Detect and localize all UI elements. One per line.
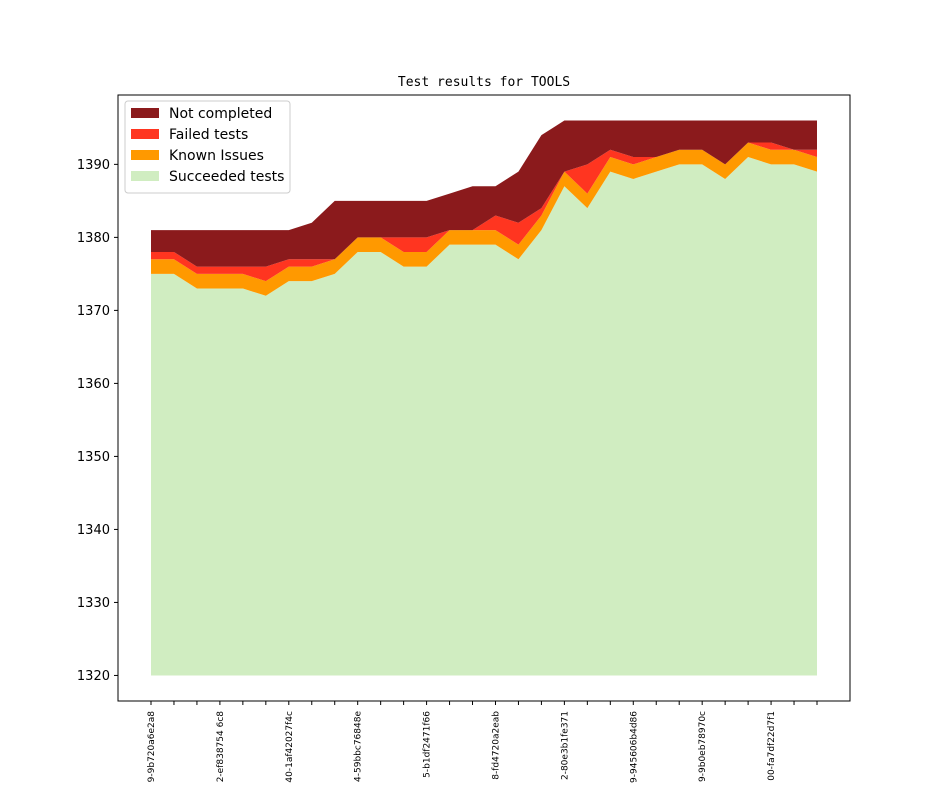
x-tick-label: 9-9b0eb78970c — [698, 711, 708, 782]
y-tick-label: 1380 — [77, 231, 110, 246]
legend-label-not-completed: Not completed — [169, 106, 272, 122]
area-not-completed — [151, 120, 817, 267]
y-tick-label: 1340 — [77, 523, 110, 538]
legend-label-failed-tests: Failed tests — [169, 127, 248, 143]
x-tick-label: 5-b1df2471f66 — [423, 711, 433, 778]
x-axis: 9-9b720a6e2a8 2-ef838754 6c8 40-1af42027f4… — [147, 701, 818, 783]
x-tick-label: 9-9b720a6e2a8 — [147, 711, 157, 783]
legend-box — [124, 100, 291, 194]
legend-swatch-failed-tests — [131, 129, 159, 139]
x-tick-label: 40-1af42027f4c — [285, 711, 295, 783]
legend-swatch-succeeded-tests — [131, 171, 159, 181]
x-tick-label: 2-ef838754 6c8 — [216, 711, 226, 783]
area-failed-tests — [151, 142, 817, 282]
area-series-layer — [151, 120, 817, 676]
legend-swatch-known-issues — [131, 150, 159, 160]
y-tick-label: 1370 — [77, 304, 110, 319]
y-tick-label: 1390 — [77, 158, 110, 173]
y-tick-label: 1320 — [77, 669, 110, 684]
legend-swatch-not-completed — [131, 108, 159, 118]
x-tick-label: 9-945606b4d86 — [629, 711, 639, 783]
plot-frame — [117, 94, 851, 702]
y-tick-label: 1360 — [77, 377, 110, 392]
x-tick-label: 8-fd4720a2eab — [491, 711, 501, 780]
area-known-issues — [151, 142, 817, 296]
legend: Not completed Failed tests Known Issues Suc… — [124, 100, 291, 194]
y-tick-label: 1350 — [77, 450, 110, 465]
y-tick-label: 1330 — [77, 596, 110, 611]
legend-label-known-issues: Known Issues — [169, 148, 264, 164]
x-tick-label: 00-fa7df22d7f1 — [767, 711, 777, 781]
chart-title: Test results for TOOLS — [398, 75, 570, 90]
area-succeeded-tests — [151, 157, 817, 676]
legend-label-succeeded-tests: Succeeded tests — [169, 169, 284, 185]
x-tick-label: 4-59bbc76848e — [354, 711, 364, 782]
y-axis: 1320 1330 1340 1350 1360 1370 1380 1390 — [77, 158, 118, 684]
x-tick-label: 2-80e3b1fe371 — [560, 711, 570, 780]
